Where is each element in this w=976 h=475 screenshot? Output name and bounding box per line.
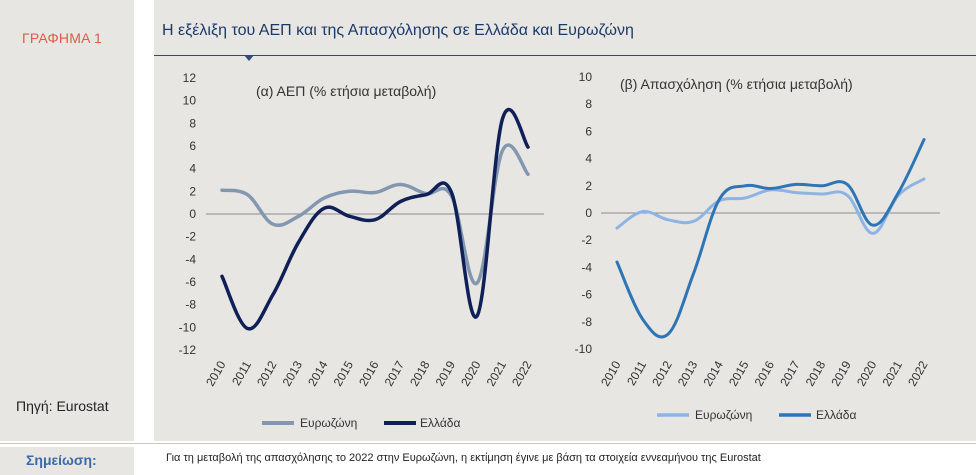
x-tick-label: 2018: [407, 358, 433, 388]
x-tick-label: 2013: [675, 358, 701, 388]
x-tick-label: 2018: [803, 358, 829, 388]
y-tick-label: 2: [189, 184, 196, 198]
x-tick-label: 2012: [254, 358, 280, 388]
note-box: [154, 447, 976, 475]
title-notch-marker: [244, 55, 254, 61]
y-tick-label: 4: [189, 162, 196, 176]
y-tick-label: -2: [581, 233, 592, 247]
x-tick-label: 2016: [356, 358, 382, 388]
source-label: Πηγή: Eurostat: [16, 398, 109, 414]
x-tick-label: 2015: [726, 358, 752, 388]
y-tick-label: 12: [183, 71, 197, 85]
x-tick-label: 2019: [433, 358, 459, 388]
x-tick-label: 2019: [828, 358, 854, 388]
y-tick-label: 10: [579, 70, 593, 84]
legend-label: Ελλάδα: [816, 408, 856, 422]
y-tick-label: -10: [179, 320, 197, 334]
y-tick-label: -4: [185, 252, 196, 266]
x-tick-label: 2015: [331, 358, 357, 388]
x-tick-label: 2014: [305, 358, 331, 388]
y-tick-label: -2: [185, 230, 196, 244]
x-tick-label: 2017: [382, 358, 408, 388]
y-tick-label: -8: [581, 315, 592, 329]
note-text: Για τη μεταβολή της απασχόλησης το 2022 …: [166, 452, 761, 464]
y-tick-label: 8: [189, 116, 196, 130]
legend-label: Ευρωζώνη: [300, 416, 357, 430]
chart-title: (α) ΑΕΠ (% ετήσια μεταβολή): [256, 83, 436, 99]
series-line-greece: [220, 107, 530, 331]
y-tick-label: -6: [185, 275, 196, 289]
page-title: Η εξέλιξη του ΑΕΠ και της Απασχόλησης σε…: [162, 22, 634, 39]
y-tick-label: 8: [585, 97, 592, 111]
x-tick-label: 2013: [280, 358, 306, 388]
y-tick-label: 0: [189, 207, 196, 221]
x-tick-label: 2012: [649, 358, 675, 388]
figure-label: ΓΡΑΦΗΜΑ 1: [22, 30, 102, 46]
x-tick-label: 2011: [624, 358, 649, 388]
x-tick-label: 2021: [484, 358, 510, 388]
legend-label: Ευρωζώνη: [695, 408, 752, 422]
x-tick-label: 2020: [854, 358, 880, 388]
y-tick-label: -8: [185, 298, 196, 312]
y-tick-label: 2: [585, 179, 592, 193]
x-tick-label: 2016: [752, 358, 778, 388]
series-line-eurozone: [220, 143, 530, 286]
y-tick-label: -10: [575, 342, 593, 356]
employment-chart: (β) Απασχόληση (% ετήσια μεταβολή) 10 8 6 4 2…: [575, 70, 940, 422]
x-tick-label: 2017: [777, 358, 803, 388]
x-tick-label: 2021: [880, 358, 906, 388]
y-tick-label: -4: [581, 260, 592, 274]
sidebar-panel: [0, 0, 134, 441]
charts-svg: (α) ΑΕΠ (% ετήσια μεταβολή) 12 10 8 6 4 2 0 -2 -4…: [179, 70, 940, 430]
y-tick-label: 6: [585, 124, 592, 138]
note-label-panel: [0, 447, 134, 475]
y-tick-label: 10: [183, 94, 197, 108]
y-tick-label: -6: [581, 288, 592, 302]
y-tick-label: 6: [189, 139, 196, 153]
series-line-greece: [615, 138, 926, 339]
x-tick-label: 2020: [458, 358, 484, 388]
title-divider: [154, 55, 976, 56]
y-tick-label: 0: [585, 206, 592, 220]
x-tick-label: 2014: [700, 358, 726, 388]
chart-title: (β) Απασχόληση (% ετήσια μεταβολή): [620, 76, 853, 92]
x-tick-label: 2010: [598, 358, 624, 388]
y-tick-label: 4: [585, 152, 592, 166]
x-tick-label: 2011: [229, 358, 254, 388]
x-tick-label: 2022: [509, 358, 535, 388]
footer-divider: [0, 443, 976, 444]
x-tick-label: 2022: [905, 358, 931, 388]
x-tick-label: 2010: [203, 358, 229, 388]
note-label: Σημείωση:: [26, 452, 97, 468]
legend-label: Ελλάδα: [420, 416, 460, 430]
gdp-chart: (α) ΑΕΠ (% ετήσια μεταβολή) 12 10 8 6 4 2 0 -2 -4…: [179, 71, 544, 430]
y-tick-label: -12: [179, 343, 197, 357]
